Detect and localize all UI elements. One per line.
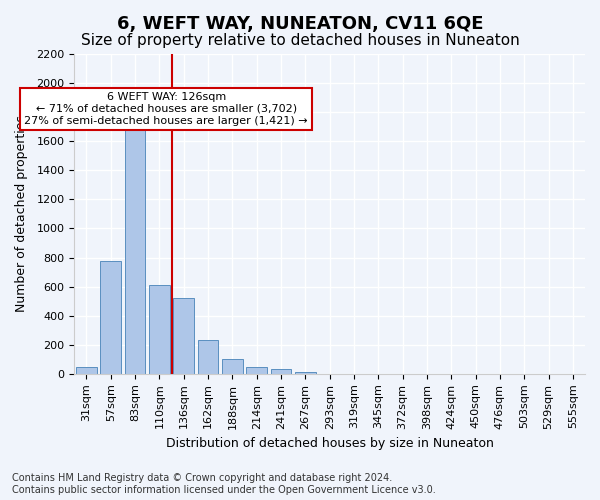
Bar — [149, 285, 170, 374]
Bar — [76, 366, 97, 374]
Bar — [295, 372, 316, 374]
Bar — [173, 298, 194, 374]
Bar — [198, 340, 218, 374]
Bar — [271, 370, 292, 374]
Text: 6, WEFT WAY, NUNEATON, CV11 6QE: 6, WEFT WAY, NUNEATON, CV11 6QE — [117, 15, 483, 33]
Text: Size of property relative to detached houses in Nuneaton: Size of property relative to detached ho… — [80, 32, 520, 48]
Text: Contains HM Land Registry data © Crown copyright and database right 2024.
Contai: Contains HM Land Registry data © Crown c… — [12, 474, 436, 495]
Text: 6 WEFT WAY: 126sqm
← 71% of detached houses are smaller (3,702)
27% of semi-deta: 6 WEFT WAY: 126sqm ← 71% of detached hou… — [25, 92, 308, 126]
Bar — [125, 108, 145, 374]
Bar — [247, 366, 267, 374]
X-axis label: Distribution of detached houses by size in Nuneaton: Distribution of detached houses by size … — [166, 437, 494, 450]
Y-axis label: Number of detached properties: Number of detached properties — [15, 116, 28, 312]
Bar — [222, 360, 243, 374]
Bar — [100, 261, 121, 374]
